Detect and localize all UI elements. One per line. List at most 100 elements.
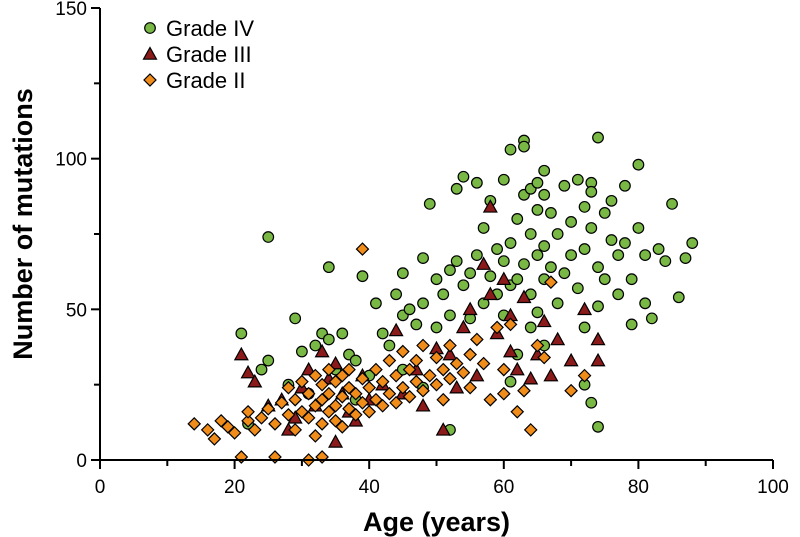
data-point-grade-iv (296, 345, 308, 358)
data-point-grade-ii (261, 401, 276, 416)
data-point-grade-iii (482, 199, 498, 213)
data-point-grade-ii (416, 338, 430, 353)
data-point-grade-iv (457, 279, 470, 292)
data-point-grade-iii (496, 271, 512, 285)
data-point-grade-iv (639, 249, 652, 261)
x-axis-title: Age (years) (363, 507, 510, 537)
data-point-grade-iv (598, 207, 611, 219)
legend-label: Grade IV (166, 16, 254, 41)
data-point-grade-ii (510, 404, 525, 419)
data-point-grade-iv (376, 327, 389, 340)
data-point-grade-iv (396, 267, 409, 280)
data-point-grade-iv (470, 249, 483, 261)
data-point-grade-iv (403, 303, 416, 316)
data-point-grade-iv (235, 327, 248, 340)
data-point-grade-iv (666, 197, 678, 210)
data-point-grade-ii (416, 383, 430, 398)
data-point-grade-ii (348, 386, 363, 401)
data-point-grade-iii (550, 331, 566, 346)
y-tick-label: 0 (76, 451, 87, 472)
data-point-grade-ii (362, 404, 377, 419)
data-point-grade-ii (301, 386, 316, 401)
data-point-grade-iv (605, 194, 618, 207)
data-point-grade-iv (612, 288, 625, 301)
data-point-grade-ii (348, 407, 363, 422)
data-point-grade-iii (577, 301, 593, 316)
data-point-grade-iv (309, 339, 322, 352)
data-point-grade-iv (524, 228, 537, 240)
data-point-grade-iii (449, 379, 465, 394)
data-point-grade-ii (530, 338, 545, 353)
data-point-grade-ii (476, 356, 491, 371)
data-point-grade-ii (187, 416, 202, 431)
data-point-grade-iv (430, 321, 443, 334)
data-point-grade-iv (639, 297, 652, 310)
data-point-grade-iv (632, 222, 645, 234)
data-point-grade-iv (592, 420, 604, 433)
data-point-grade-iv (619, 237, 631, 249)
data-point-grade-iv (545, 207, 557, 219)
data-point-grade-ii (335, 389, 350, 404)
data-point-grade-ii (200, 423, 215, 437)
data-point-grade-ii (503, 317, 518, 332)
data-point-grade-ii (369, 362, 383, 377)
data-point-grade-ii (429, 377, 444, 392)
data-point-grade-ii (308, 368, 323, 383)
data-point-grade-iv (585, 396, 598, 409)
data-point-grade-ii (382, 386, 397, 401)
data-point-grade-ii (342, 362, 356, 377)
data-point-grade-iv (585, 222, 598, 234)
data-point-grade-iv (322, 261, 335, 274)
data-point-grade-iv (652, 243, 665, 255)
data-point-grade-ii (456, 365, 471, 380)
data-point-grade-iv (390, 288, 403, 301)
data-point-grade-ii (315, 377, 329, 392)
data-point-grade-iii (482, 286, 498, 301)
data-point-grade-iii (442, 346, 458, 361)
legend-marker-grade-iv (144, 22, 156, 34)
data-point-grade-ii (362, 380, 377, 395)
data-point-grade-iv (565, 249, 577, 261)
data-point-grade-ii (523, 423, 538, 437)
data-point-grade-ii (268, 450, 282, 464)
y-tick-label: 100 (55, 150, 87, 171)
data-point-grade-iv (612, 249, 625, 261)
axes: 0 20 40 60 80 100 0 50 100 150 (55, 0, 789, 498)
data-point-grade-ii (288, 392, 303, 407)
data-point-grade-iv (538, 188, 551, 201)
data-point-grade-iv (538, 164, 551, 177)
data-point-grade-ii (409, 374, 424, 389)
data-point-grade-iv (457, 170, 470, 183)
data-point-grade-iii (415, 398, 431, 412)
data-point-grade-iii (469, 367, 485, 382)
data-point-grade-iv (497, 255, 510, 268)
data-point-grade-iv (551, 228, 564, 240)
data-point-grade-ii (396, 380, 410, 395)
data-point-grade-iv (336, 327, 349, 340)
data-point-grade-ii (490, 320, 504, 335)
data-point-grade-iv (578, 321, 591, 334)
data-point-grade-iv (370, 297, 382, 310)
data-point-grade-ii (389, 368, 403, 383)
data-point-grade-iv (437, 288, 450, 301)
data-point-grade-ii (268, 416, 282, 431)
data-point-grade-ii (382, 353, 397, 368)
data-point-grade-iv (477, 222, 490, 234)
data-point-grade-iv (524, 321, 537, 334)
data-point-grade-ii (301, 410, 316, 425)
data-point-grade-iv (504, 237, 517, 249)
data-point-grade-iv (531, 176, 544, 189)
y-axis-title: Number of mutations (8, 88, 38, 360)
data-point-grade-iv (504, 375, 517, 388)
data-point-grade-iv (484, 270, 497, 283)
data-point-grade-iv (444, 264, 456, 277)
data-point-grade-iv (417, 252, 429, 265)
data-point-grade-ii (375, 374, 390, 389)
data-point-grade-iv (410, 318, 423, 331)
data-point-grade-iv (470, 176, 483, 189)
data-point-grade-ii (463, 380, 477, 395)
data-point-grade-iii (590, 331, 606, 346)
data-point-grade-ii (274, 395, 289, 410)
data-point-grade-iv (255, 363, 268, 376)
data-point-grade-iii (543, 367, 559, 382)
